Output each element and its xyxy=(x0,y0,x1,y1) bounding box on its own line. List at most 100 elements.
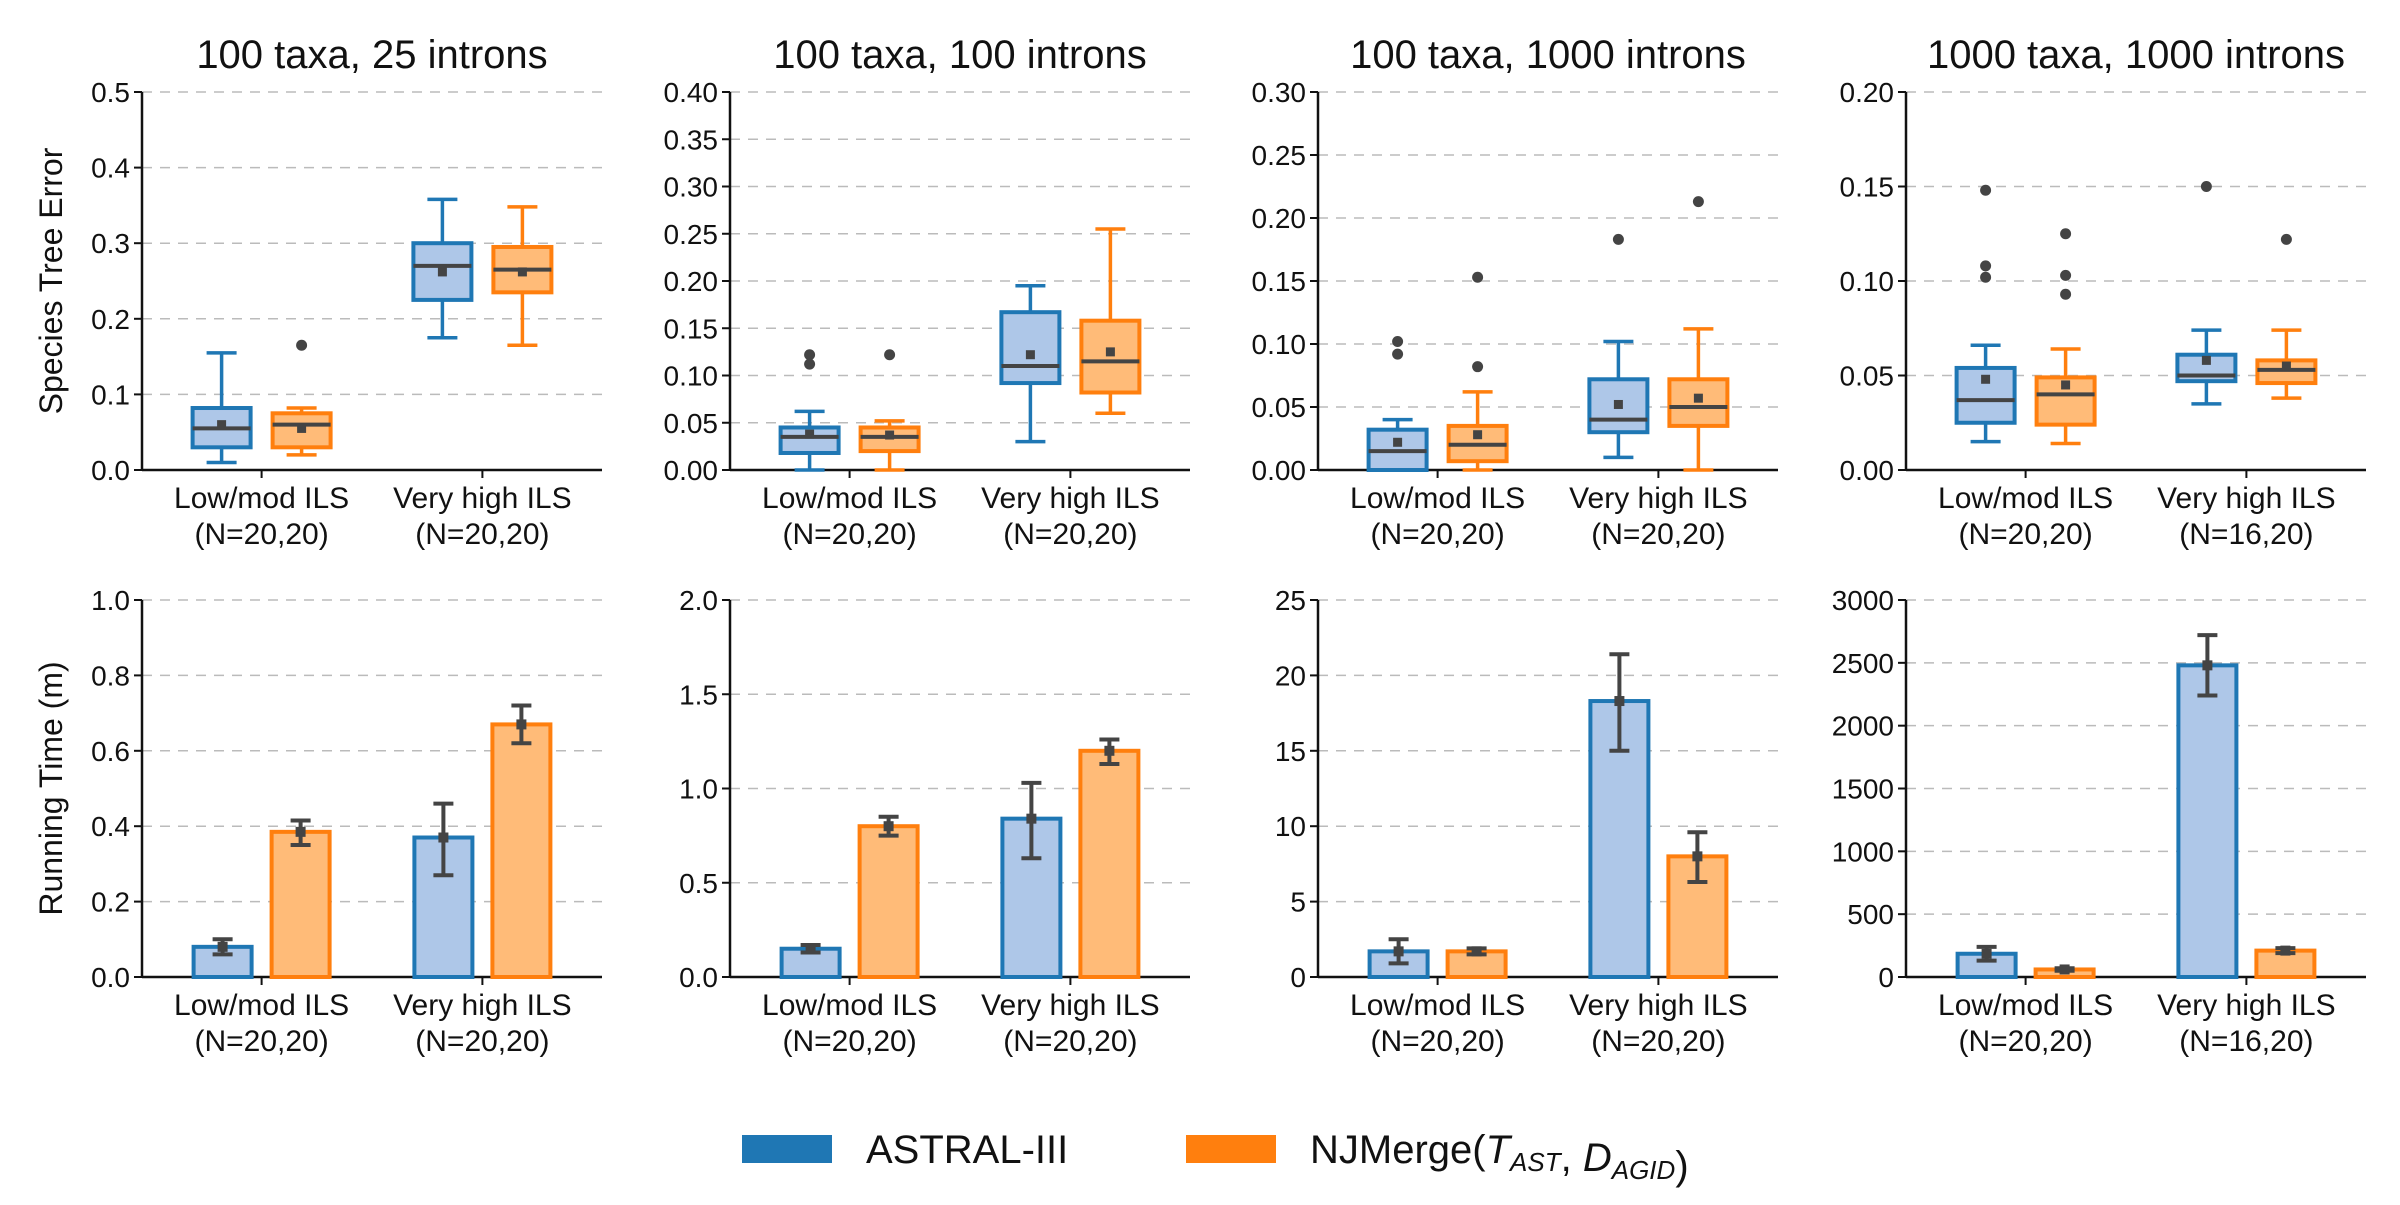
outlier-point xyxy=(1392,348,1404,360)
njmerge-bar-group xyxy=(2033,964,2096,980)
astral-box xyxy=(999,283,1062,444)
y-tick-label: 0.00 xyxy=(1840,455,1895,486)
outlier-point xyxy=(1472,361,1484,373)
category-label: Low/mod ILS xyxy=(174,482,349,515)
category-label: Low/mod ILS xyxy=(762,482,937,515)
y-axis-label: Species Tree Error xyxy=(33,147,69,414)
category-count: (N=20,20) xyxy=(194,1025,328,1058)
category-count: (N=20,20) xyxy=(1958,1025,2092,1058)
njmerge-bar-group xyxy=(1078,737,1141,979)
mean-marker xyxy=(297,423,307,433)
njmerge-bar xyxy=(269,829,332,979)
mean-marker xyxy=(1026,813,1037,824)
mean-marker xyxy=(2281,361,2291,371)
y-tick-label: 0.5 xyxy=(91,77,130,108)
legend: ASTRAL-III NJMerge(TAST, DAGID) xyxy=(742,1128,1689,1188)
mean-marker xyxy=(805,429,815,439)
y-tick-label: 2.0 xyxy=(679,585,718,616)
y-tick-label: 0.40 xyxy=(664,77,719,108)
category-count: (N=20,20) xyxy=(782,1025,916,1058)
mean-marker xyxy=(1693,393,1703,403)
legend-label-part: NJMerge( xyxy=(1310,1128,1486,1172)
panel-4: 0.00 0.05 0.10 0.15 0.20 1000 taxa, 1000 intr… xyxy=(1840,33,2366,551)
category-label: Very high ILS xyxy=(981,989,1159,1022)
y-tick-label: 15 xyxy=(1275,736,1306,767)
legend-label-part: T xyxy=(1486,1128,1513,1172)
astral-bar xyxy=(2176,663,2239,979)
legend-label-part: AGID xyxy=(1610,1155,1676,1185)
y-tick-label: 0.25 xyxy=(1252,140,1307,171)
y-tick-label: 0 xyxy=(1878,962,1894,993)
category-label: Very high ILS xyxy=(2157,989,2335,1022)
y-tick-label: 0.30 xyxy=(1252,77,1307,108)
y-tick-label: 0 xyxy=(1290,962,1306,993)
y-tick-label: 0.15 xyxy=(664,313,719,344)
njmerge-box xyxy=(1446,271,1509,472)
y-tick-label: 0.15 xyxy=(1840,172,1895,203)
category-label: Very high ILS xyxy=(2157,482,2335,515)
mean-marker xyxy=(883,821,894,832)
y-tick-label: 0.10 xyxy=(1252,329,1307,360)
mean-marker xyxy=(1981,374,1991,384)
outlier-point xyxy=(2200,181,2212,192)
mean-marker xyxy=(437,267,447,277)
panel-1: 0.0 0.1 0.2 0.3 0.4 0.5 100 taxa, 25 introns Sp… xyxy=(33,33,602,551)
category-label: Very high ILS xyxy=(393,989,571,1022)
mean-marker xyxy=(1025,350,1035,360)
mean-marker xyxy=(1393,946,1404,957)
y-tick-label: 0.4 xyxy=(91,811,130,842)
mean-marker xyxy=(805,943,816,954)
category-count: (N=20,20) xyxy=(782,518,916,551)
astral-box xyxy=(2175,181,2238,406)
category-label: Low/mod ILS xyxy=(1350,989,1525,1022)
panel-3: 0.00 0.05 0.10 0.15 0.20 0.25 0.30 100 taxa, 10… xyxy=(1252,33,1778,551)
category-count: (N=20,20) xyxy=(1370,1025,1504,1058)
y-tick-label: 500 xyxy=(1847,899,1894,930)
njmerge-box xyxy=(2034,228,2097,446)
category-label: Low/mod ILS xyxy=(1938,989,2113,1022)
y-tick-label: 0.05 xyxy=(664,408,719,439)
outlier-point xyxy=(884,349,896,361)
astral-box xyxy=(190,351,253,465)
njmerge-box xyxy=(858,349,921,472)
y-tick-label: 0.0 xyxy=(91,962,130,993)
category-label: Low/mod ILS xyxy=(762,989,937,1022)
y-tick-label: 0.20 xyxy=(1252,203,1307,234)
category-label: Very high ILS xyxy=(393,482,571,515)
mean-marker xyxy=(2059,964,2070,975)
njmerge-box xyxy=(1667,196,1730,472)
astral-bar-group xyxy=(2176,633,2239,979)
astral-bar-group xyxy=(412,801,475,980)
y-tick-label: 10 xyxy=(1275,811,1306,842)
astral-bar-group xyxy=(779,942,842,979)
outlier-point xyxy=(804,358,816,370)
y-tick-label: 0.20 xyxy=(1840,77,1895,108)
y-tick-label: 0.10 xyxy=(664,361,719,392)
njmerge-bar-group xyxy=(269,818,332,979)
mean-marker xyxy=(1393,437,1403,447)
y-tick-label: 0.10 xyxy=(1840,266,1895,297)
legend-label-njmerge: NJMerge(TAST, DAGID) xyxy=(1310,1128,1689,1188)
mean-marker xyxy=(2202,660,2213,671)
mean-marker xyxy=(1614,696,1625,707)
astral-bar-group xyxy=(1367,937,1430,980)
y-tick-label: 0.05 xyxy=(1252,392,1307,423)
legend-label-part: , xyxy=(1561,1136,1583,1180)
iqr-box xyxy=(999,310,1062,386)
outlier-point xyxy=(1692,196,1704,208)
y-tick-label: 0.2 xyxy=(91,887,130,918)
outlier-point xyxy=(2280,233,2292,245)
y-tick-label: 0.30 xyxy=(664,172,719,203)
mean-marker xyxy=(885,430,895,440)
panel-2: 0.00 0.05 0.10 0.15 0.20 0.25 0.30 0.35 0.40 100 … xyxy=(664,33,1190,551)
mean-marker xyxy=(1981,948,1992,959)
y-axis-label: Running Time (m) xyxy=(33,661,69,915)
outlier-point xyxy=(2060,228,2072,240)
y-tick-label: 20 xyxy=(1275,660,1306,691)
panel-title: 1000 taxa, 1000 introns xyxy=(1927,33,2345,77)
mean-marker xyxy=(1692,851,1703,862)
astral-bar-group xyxy=(1000,780,1063,979)
